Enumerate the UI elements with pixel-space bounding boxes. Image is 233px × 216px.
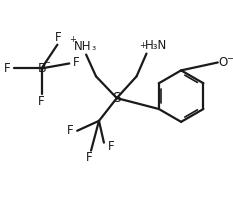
Text: F: F xyxy=(108,140,114,153)
Text: F: F xyxy=(67,124,74,137)
Text: H₃N: H₃N xyxy=(144,39,167,52)
Text: −: − xyxy=(43,58,50,67)
Text: F: F xyxy=(86,151,93,164)
Text: NH: NH xyxy=(74,40,92,53)
Text: F: F xyxy=(73,56,79,69)
Text: B: B xyxy=(37,62,46,75)
Text: S: S xyxy=(112,91,121,105)
Text: −: − xyxy=(226,53,233,62)
Text: +: + xyxy=(69,35,76,44)
Text: F: F xyxy=(38,95,45,108)
Text: +: + xyxy=(139,41,146,50)
Text: F: F xyxy=(55,31,62,44)
Text: ₃: ₃ xyxy=(91,42,95,52)
Text: F: F xyxy=(4,62,10,75)
Text: O: O xyxy=(218,56,227,69)
